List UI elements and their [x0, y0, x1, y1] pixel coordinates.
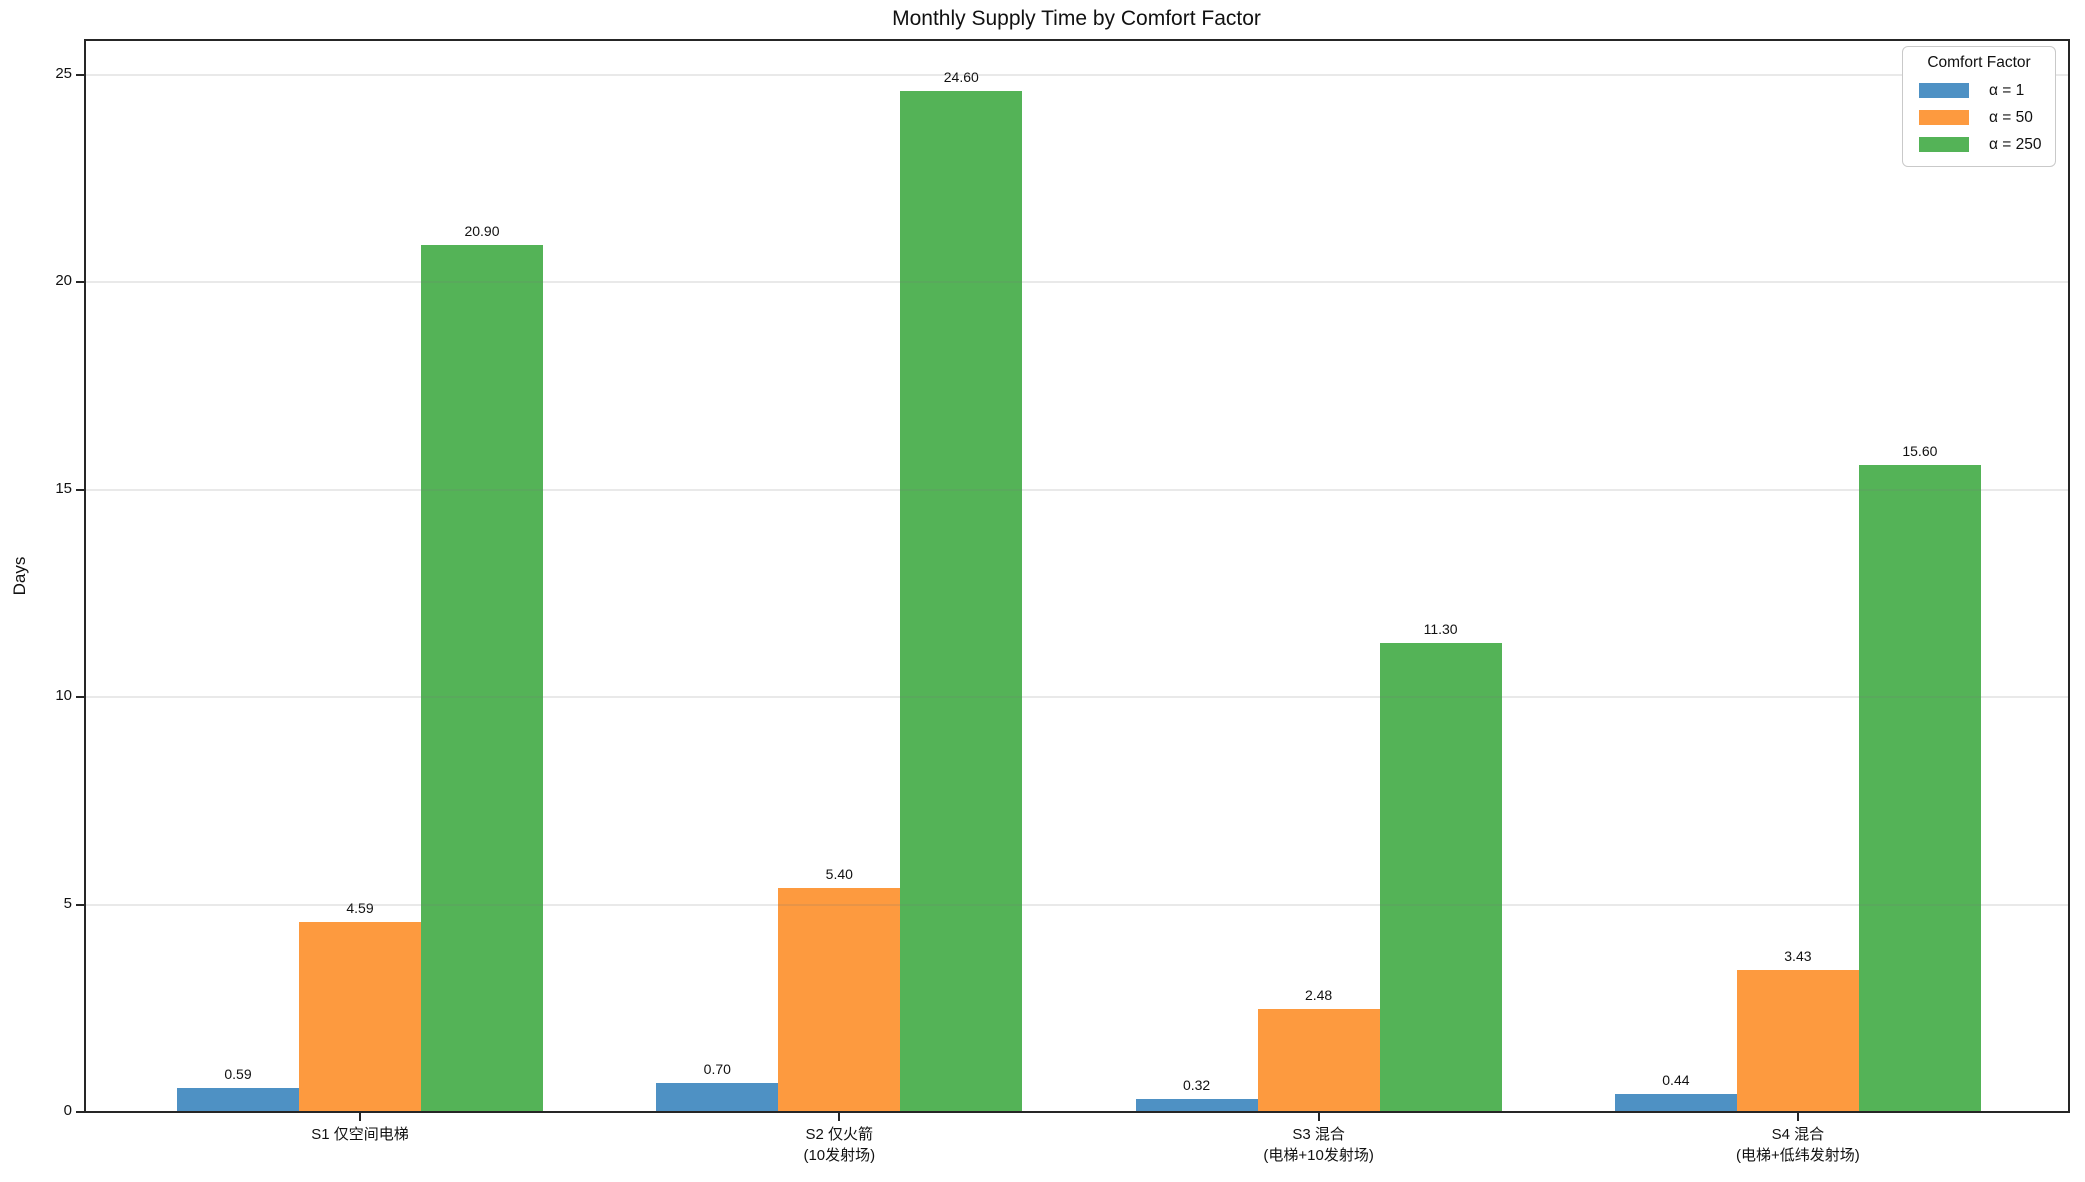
y-tick-label: 20 [55, 272, 72, 290]
bar-value-label: 0.70 [703, 1060, 731, 1077]
bar-value-label: 0.59 [224, 1065, 252, 1082]
bar-α=250-group2 [900, 91, 1023, 1112]
spine-top [84, 39, 2070, 41]
x-tick-mark [359, 1113, 361, 1121]
legend-entry-label: α = 50 [1989, 108, 2033, 126]
x-tick-label-group1: S1 仅空间电梯 [120, 1124, 600, 1145]
bar-value-label: 2.48 [1304, 987, 1333, 1004]
bars-layer: 0.59 0.70 0.32 0.44 4.59 5.40 2.48 3.43 20.90 24.… [85, 40, 2068, 1112]
x-tick-mark [1317, 1113, 1320, 1121]
y-tick-label: 15 [55, 479, 72, 497]
x-tick-label-line: S4 混合 [1771, 1126, 1825, 1143]
spine-left [84, 39, 86, 1113]
x-tick-label-group4: S4 混合 (电梯+低纬发射场) [1558, 1124, 2038, 1166]
bar-value-label: 5.40 [825, 865, 853, 882]
y-tick-mark [76, 1111, 85, 1113]
plot-area: 0.59 0.70 0.32 0.44 4.59 5.40 2.48 3.43 20.90 24.… [85, 40, 2068, 1112]
legend: Comfort Factor α = 1 α = 50 α = 250 [1902, 46, 2056, 167]
bar-value-label: 20.90 [464, 222, 500, 239]
legend-swatch-icon [1919, 137, 1969, 152]
y-axis-label: Days [10, 556, 29, 596]
bar-value-label: 3.43 [1784, 947, 1812, 964]
legend-entries: α = 1 α = 50 α = 250 [1903, 77, 2055, 158]
gridline [85, 488, 2068, 491]
bar-α=1-group1 [177, 1087, 299, 1112]
bar-α=50-group4 [1736, 969, 1859, 1112]
gridline [85, 281, 2068, 284]
bar-value-label: 0.32 [1182, 1076, 1211, 1093]
x-tick-label-line: (10发射场) [803, 1147, 876, 1164]
y-tick-mark [76, 488, 85, 491]
bar-α=50-group1 [299, 921, 421, 1112]
legend-entry: α = 1 [1903, 77, 2055, 104]
legend-title: Comfort Factor [1927, 54, 2031, 71]
gridlines-layer [85, 40, 2068, 1112]
x-tick-label-group3: S3 混合 (电梯+10发射场) [1079, 1124, 1559, 1166]
bar-value-label: 4.59 [346, 899, 374, 916]
x-tick-mark [1796, 1113, 1799, 1121]
bar-α=1-group3 [1135, 1098, 1258, 1112]
y-tick-mark [76, 903, 85, 906]
bar-value-label: 11.30 [1423, 621, 1458, 638]
x-tick-label-line: S3 混合 [1292, 1126, 1345, 1143]
y-tick-label: 25 [55, 64, 72, 82]
legend-swatch-icon [1919, 83, 1969, 98]
legend-swatch-icon [1919, 110, 1969, 125]
gridline [85, 696, 2068, 699]
y-tick-label: 10 [55, 687, 72, 705]
gridline [85, 73, 2068, 76]
y-tick-mark [76, 696, 85, 699]
bar-value-label: 15.60 [1902, 442, 1938, 459]
bar-α=1-group2 [656, 1082, 779, 1112]
legend-entry-label: α = 1 [1989, 81, 2025, 99]
y-tick-label: 0 [63, 1102, 72, 1119]
y-tick-mark [76, 73, 85, 76]
x-tick-label-line: (电梯+低纬发射场) [1736, 1147, 1860, 1164]
bar-value-label: 24.60 [943, 69, 979, 86]
x-tick-label-line: S1 仅空间电梯 [311, 1126, 409, 1143]
y-tick-label: 5 [63, 894, 72, 912]
legend-entry-label: α = 250 [1989, 135, 2042, 153]
spine-right [2068, 39, 2070, 1113]
x-tick-label-group2: S2 仅火箭 (10发射场) [599, 1124, 1079, 1166]
legend-entry: α = 50 [1903, 104, 2055, 131]
gridline [85, 903, 2068, 906]
x-tick-mark [838, 1113, 841, 1121]
legend-entry: α = 250 [1903, 131, 2055, 158]
y-tick-mark [76, 281, 85, 284]
chart-title: Monthly Supply Time by Comfort Factor [892, 7, 1261, 30]
bar-value-label: 0.44 [1662, 1071, 1690, 1088]
bar-α=250-group1 [421, 244, 543, 1112]
bar-α=250-group4 [1858, 464, 1981, 1112]
bar-α=1-group4 [1614, 1093, 1737, 1112]
x-tick-label-line: S2 仅火箭 [805, 1126, 874, 1143]
bar-α=50-group2 [778, 887, 901, 1112]
spine-bottom [84, 1111, 2070, 1113]
bar-α=250-group3 [1379, 643, 1502, 1112]
bar-α=50-group3 [1257, 1009, 1380, 1112]
x-tick-label-line: (电梯+10发射场) [1263, 1147, 1374, 1164]
